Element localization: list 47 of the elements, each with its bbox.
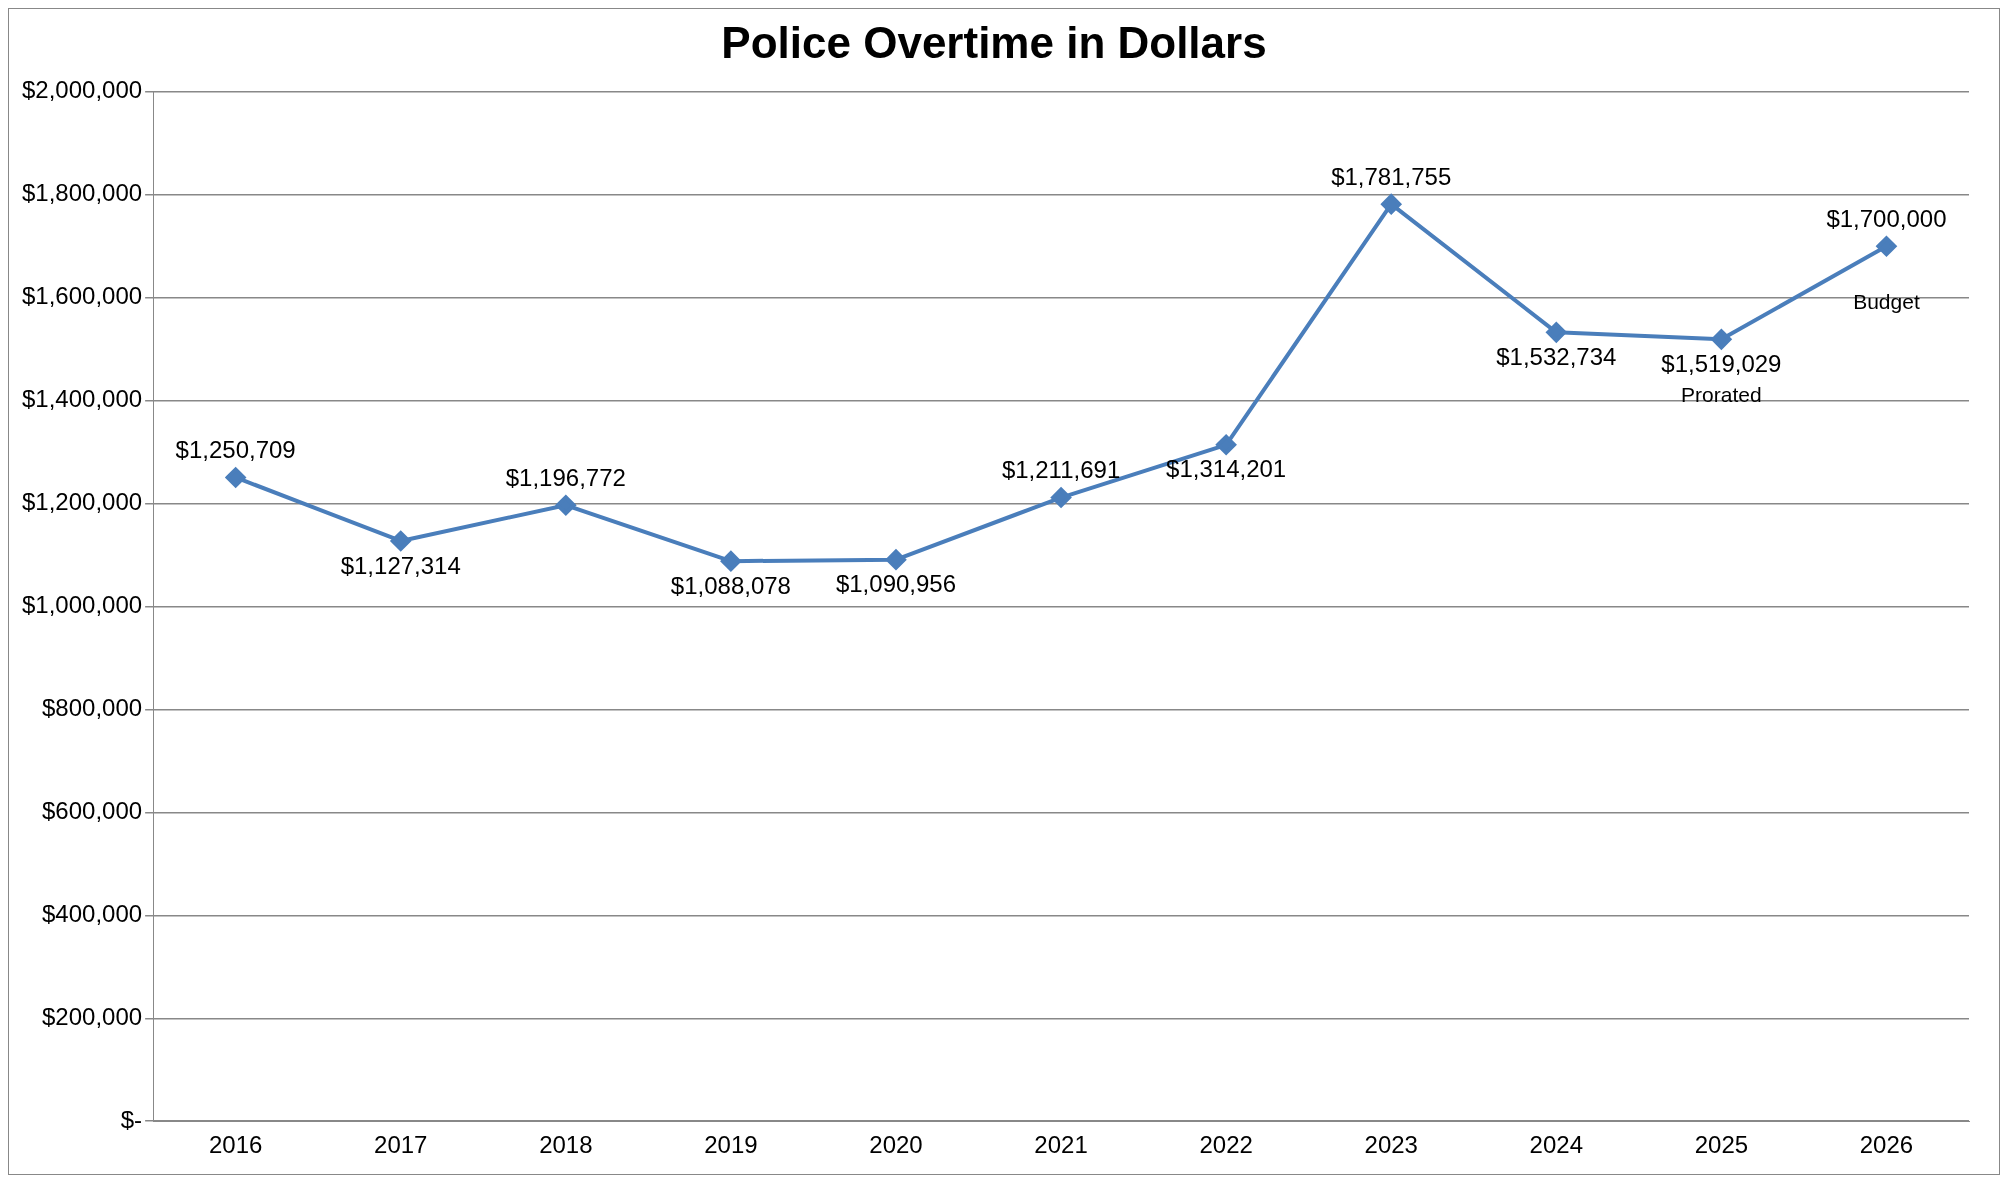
point [1876, 236, 1897, 257]
point [1381, 194, 1402, 215]
annotation: Prorated [1681, 382, 1762, 406]
data-label: $1,127,314 [340, 551, 461, 579]
y-tick-label: $2,000,000 [21, 76, 143, 104]
x-tick-label: 2019 [704, 1131, 758, 1159]
point [390, 530, 411, 551]
data-label: $1,781,755 [1331, 162, 1452, 190]
x-tick-label: 2020 [869, 1131, 923, 1159]
point [1546, 322, 1567, 343]
data-label: $1,211,691 [1001, 456, 1121, 484]
y-tick-label: $800,000 [42, 694, 143, 722]
data-label: $1,196,772 [505, 463, 626, 491]
x-tick-label: 2016 [208, 1131, 263, 1159]
point [1216, 434, 1237, 455]
x-tick-label: 2018 [539, 1131, 593, 1159]
annotation: Budget [1853, 289, 1920, 313]
x-tick-label: 2022 [1199, 1131, 1253, 1159]
point [720, 551, 741, 572]
y-tick-label: $1,600,000 [21, 282, 143, 310]
data-label: $1,532,734 [1496, 342, 1617, 370]
y-tick-label: $1,000,000 [21, 591, 143, 619]
x-tick-label: 2021 [1034, 1131, 1088, 1159]
point [555, 495, 576, 516]
y-tick-label: $1,800,000 [21, 179, 143, 207]
y-tick-label: $200,000 [42, 1002, 143, 1030]
data-label: $1,519,029 [1661, 349, 1782, 377]
y-tick-label: $400,000 [42, 899, 143, 927]
point [225, 467, 246, 488]
y-tick-label: $600,000 [42, 797, 143, 825]
data-label: $1,250,709 [175, 436, 296, 464]
data-label: $1,088,078 [670, 571, 791, 599]
point [885, 549, 906, 570]
y-tick-label: $1,200,000 [21, 488, 143, 516]
x-tick-label: 2025 [1694, 1131, 1749, 1159]
y-tick-label: $1,400,000 [21, 385, 143, 413]
point [1711, 329, 1732, 350]
x-tick-label: 2026 [1859, 1131, 1914, 1159]
x-tick-label: 2017 [374, 1131, 428, 1159]
y-tick-label: $- [120, 1105, 143, 1133]
data-label: $1,090,956 [835, 570, 957, 598]
point [1051, 487, 1072, 508]
x-tick-label: 2024 [1529, 1131, 1583, 1159]
chart-title: Police Overtime in Dollars [721, 17, 1267, 67]
x-tick-label: 2023 [1364, 1131, 1418, 1159]
data-label: $1,700,000 [1826, 204, 1947, 232]
data-label: $1,314,201 [1166, 455, 1287, 483]
